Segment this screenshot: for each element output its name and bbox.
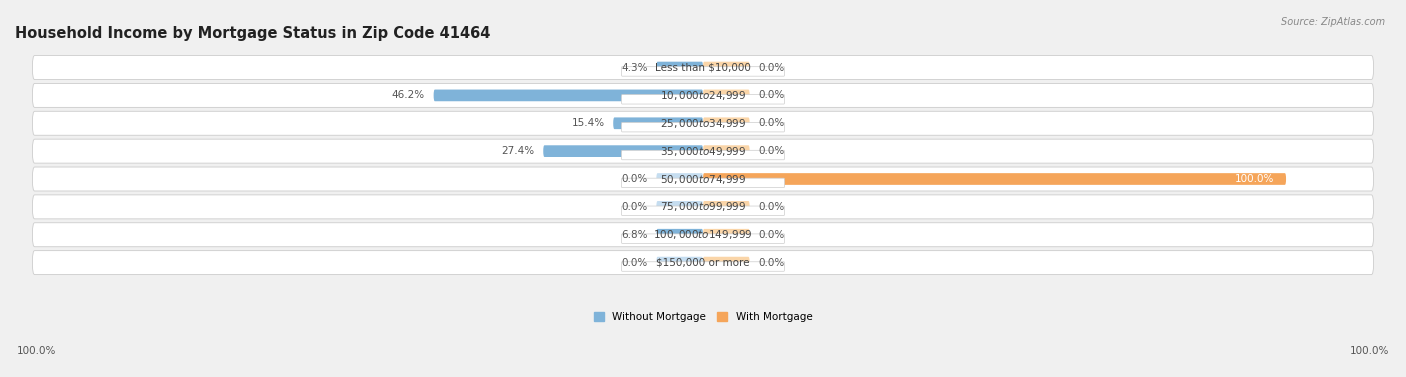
FancyBboxPatch shape (32, 195, 1374, 219)
FancyBboxPatch shape (703, 117, 749, 129)
Text: $10,000 to $24,999: $10,000 to $24,999 (659, 89, 747, 102)
Text: 0.0%: 0.0% (758, 257, 785, 268)
Text: $25,000 to $34,999: $25,000 to $34,999 (659, 117, 747, 130)
FancyBboxPatch shape (621, 262, 785, 271)
Text: 6.8%: 6.8% (621, 230, 648, 240)
FancyBboxPatch shape (32, 167, 1374, 191)
Text: 46.2%: 46.2% (392, 90, 425, 100)
FancyBboxPatch shape (703, 173, 1286, 185)
FancyBboxPatch shape (433, 90, 703, 101)
FancyBboxPatch shape (657, 257, 703, 268)
Text: 4.3%: 4.3% (621, 63, 648, 72)
FancyBboxPatch shape (621, 150, 785, 160)
Text: 0.0%: 0.0% (758, 146, 785, 156)
Text: 0.0%: 0.0% (758, 202, 785, 212)
FancyBboxPatch shape (657, 173, 703, 185)
Text: Less than $10,000: Less than $10,000 (655, 63, 751, 72)
FancyBboxPatch shape (613, 117, 703, 129)
FancyBboxPatch shape (703, 62, 749, 74)
FancyBboxPatch shape (703, 229, 749, 241)
Text: Source: ZipAtlas.com: Source: ZipAtlas.com (1281, 17, 1385, 27)
Text: 0.0%: 0.0% (621, 202, 648, 212)
Text: 0.0%: 0.0% (758, 63, 785, 72)
FancyBboxPatch shape (657, 62, 703, 74)
FancyBboxPatch shape (657, 201, 703, 213)
FancyBboxPatch shape (621, 206, 785, 216)
Text: $100,000 to $149,999: $100,000 to $149,999 (654, 228, 752, 241)
Text: Household Income by Mortgage Status in Zip Code 41464: Household Income by Mortgage Status in Z… (15, 26, 491, 41)
Text: 0.0%: 0.0% (758, 230, 785, 240)
Text: 100.0%: 100.0% (1350, 346, 1389, 356)
FancyBboxPatch shape (621, 67, 785, 76)
FancyBboxPatch shape (621, 234, 785, 244)
FancyBboxPatch shape (703, 145, 749, 157)
FancyBboxPatch shape (32, 111, 1374, 135)
Text: 15.4%: 15.4% (571, 118, 605, 128)
FancyBboxPatch shape (703, 90, 749, 101)
Text: 100.0%: 100.0% (1234, 174, 1274, 184)
FancyBboxPatch shape (621, 95, 785, 104)
Legend: Without Mortgage, With Mortgage: Without Mortgage, With Mortgage (589, 308, 817, 326)
FancyBboxPatch shape (657, 229, 703, 241)
FancyBboxPatch shape (703, 201, 749, 213)
Text: 100.0%: 100.0% (17, 346, 56, 356)
Text: $50,000 to $74,999: $50,000 to $74,999 (659, 173, 747, 185)
Text: $150,000 or more: $150,000 or more (657, 257, 749, 268)
FancyBboxPatch shape (621, 123, 785, 132)
FancyBboxPatch shape (32, 55, 1374, 80)
Text: $35,000 to $49,999: $35,000 to $49,999 (659, 145, 747, 158)
FancyBboxPatch shape (621, 178, 785, 188)
Text: 27.4%: 27.4% (502, 146, 534, 156)
FancyBboxPatch shape (32, 251, 1374, 274)
FancyBboxPatch shape (32, 223, 1374, 247)
Text: $75,000 to $99,999: $75,000 to $99,999 (659, 200, 747, 213)
FancyBboxPatch shape (703, 257, 749, 268)
FancyBboxPatch shape (32, 139, 1374, 163)
Text: 0.0%: 0.0% (758, 90, 785, 100)
Text: 0.0%: 0.0% (621, 174, 648, 184)
FancyBboxPatch shape (32, 83, 1374, 107)
Text: 0.0%: 0.0% (621, 257, 648, 268)
Text: 0.0%: 0.0% (758, 118, 785, 128)
FancyBboxPatch shape (543, 145, 703, 157)
